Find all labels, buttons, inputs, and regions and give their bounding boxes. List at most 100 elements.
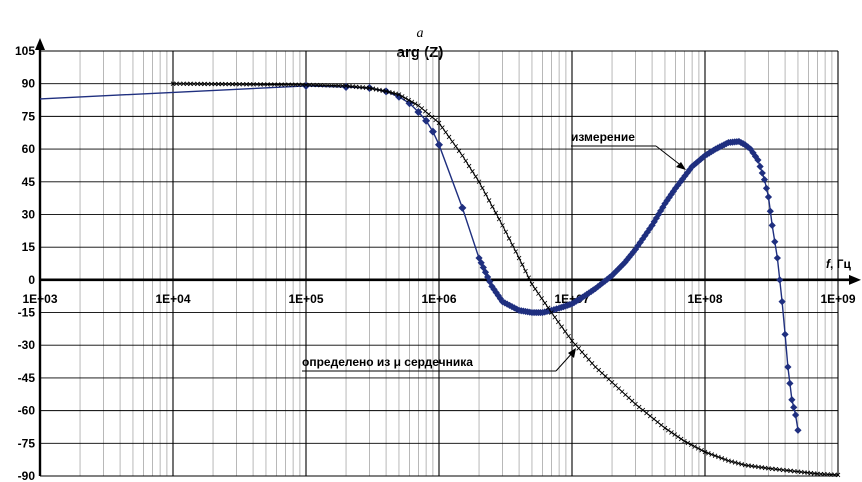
data-point [329,83,334,88]
annotation-measured-arrow [676,162,686,170]
annotation-core: определено из μ сердечника [302,355,473,369]
y-tick-label: 105 [15,44,35,58]
data-point [466,163,472,169]
data-point [722,457,728,462]
data-point [209,81,214,87]
data-point [174,81,179,87]
data-point [303,82,309,88]
y-tick-label: -45 [18,371,36,385]
data-point [532,286,538,292]
data-point [758,169,766,177]
data-point [634,242,642,250]
x-axis-unit: , Гц [830,257,851,271]
data-point [658,422,664,428]
x-axis-arrow [849,274,861,285]
x-tick-label: 1E+09 [820,292,855,306]
data-point [282,82,288,87]
annotation-measured-leader [655,145,684,168]
data-point [655,419,660,425]
data-point [636,238,644,247]
data-point [652,214,660,222]
data-point [815,471,820,477]
data-point [496,216,502,222]
series-layer [39,81,841,478]
data-point [768,221,776,229]
data-point [688,442,694,448]
data-point [325,83,331,88]
y-axis-arrow [35,38,45,50]
data-point [579,349,585,355]
data-point [712,453,718,459]
series-measured [39,81,802,434]
data-point [788,396,796,404]
data-point [792,411,800,419]
data-point [289,82,295,87]
data-point [254,82,260,87]
data-point [702,449,708,455]
data-point [781,330,789,338]
data-point [340,83,345,89]
data-point [202,81,207,87]
data-point [665,427,671,433]
data-point [709,452,714,457]
data-point [583,290,591,298]
data-point [529,281,535,287]
data-point [450,139,455,144]
y-tick-label: 0 [28,273,35,287]
data-point [784,468,790,473]
data-point [205,81,211,87]
data-point [498,298,507,306]
data-point [265,82,270,87]
data-point [754,156,762,164]
data-point [184,81,190,87]
data-point [505,301,514,309]
data-point [669,430,674,435]
data-point [788,468,793,474]
data-point [501,299,509,307]
data-point [591,284,600,293]
data-point [614,265,623,273]
x-tick-label: 1E+04 [155,292,190,306]
data-point [786,379,794,387]
data-point [486,278,494,286]
data-point [825,472,830,477]
data-point [272,82,277,87]
data-point [562,329,568,334]
data-point [646,225,654,233]
annotation-core-arrow [568,348,576,358]
data-point [773,254,781,262]
data-point [484,273,492,281]
data-point [576,346,581,351]
data-point [766,207,774,215]
y-tick-label: -90 [18,469,36,482]
data-point [784,363,792,371]
data-point [387,89,392,95]
data-point [226,81,232,87]
data-point [470,169,475,174]
data-point [237,81,242,87]
data-point [216,81,221,87]
data-point [776,276,784,284]
data-point [247,82,253,87]
data-point [598,279,607,287]
data-point [307,82,312,88]
y-tick-label: -30 [18,338,36,352]
data-point [412,101,418,106]
data-point [695,446,701,451]
data-point [612,267,620,275]
data-point [583,353,588,359]
data-point [651,416,657,422]
data-point [688,162,696,171]
data-point [490,285,498,294]
data-point [603,275,611,283]
data-point [764,193,773,201]
data-point [458,203,467,212]
data-point [685,440,691,446]
y-tick-labels: -90 -75 -60 -45 -30 -15 0 15 30 45 60 75 90 105 [15,44,35,482]
data-point [446,134,452,140]
data-point [275,82,281,87]
data-point [777,467,782,472]
x-axis-var: f [826,257,831,271]
